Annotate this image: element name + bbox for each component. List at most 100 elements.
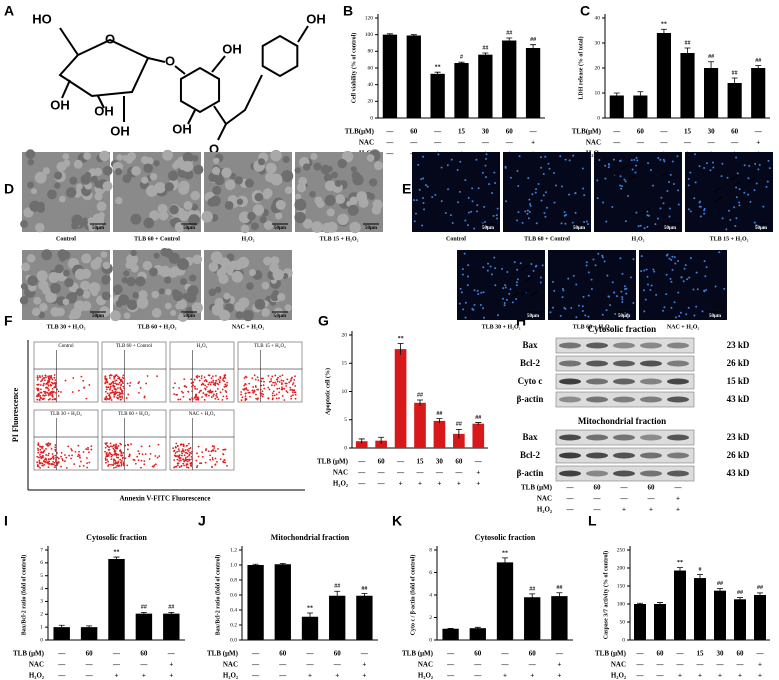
flow-event: [285, 390, 288, 393]
treatment-label: TLB(μM): [572, 128, 602, 136]
flow-event: [73, 463, 76, 466]
nucleus: [515, 284, 518, 287]
flow-event: [276, 378, 278, 381]
flow-event: [126, 448, 129, 451]
bar: [754, 595, 766, 640]
cell-texture: [110, 310, 121, 322]
nucleus: [657, 156, 660, 159]
error-bar: [637, 91, 644, 100]
flow-event: [50, 463, 53, 465]
nucleus: [464, 316, 467, 319]
treatment-cell: +: [437, 480, 441, 488]
nucleus: [476, 289, 479, 292]
nucleus: [621, 296, 624, 299]
flow-event: [200, 375, 203, 377]
nucleus: [729, 218, 732, 221]
flow-event: [223, 459, 226, 461]
cell-texture: [281, 170, 294, 183]
cell-texture: [62, 153, 70, 160]
flow-event: [182, 462, 185, 465]
flow-event: [71, 454, 73, 457]
error-bar: [252, 563, 259, 566]
treatment-cell: +: [622, 506, 626, 514]
nucleus: [646, 214, 649, 217]
nucleus: [665, 254, 668, 257]
flow-event: [42, 450, 45, 453]
micrograph: [503, 152, 591, 232]
flow-event: [225, 391, 228, 393]
cell-texture: [294, 198, 307, 211]
treatment-cell: —: [716, 661, 725, 669]
nucleus: [505, 298, 508, 301]
nucleus: [605, 220, 608, 223]
flow-event: [152, 465, 155, 468]
flow-event: [107, 453, 110, 456]
treatment-cell: —: [620, 484, 629, 492]
micrograph-caption: TLB 60 + H₂O₂: [138, 324, 177, 330]
micrograph-caption: Control: [56, 236, 76, 242]
flow-event: [214, 384, 217, 387]
treatment-cell: +: [476, 480, 480, 488]
flow-event: [39, 396, 42, 399]
nucleus: [607, 163, 610, 166]
nucleus: [735, 196, 738, 199]
flow-event: [114, 461, 117, 464]
flow-event: [257, 388, 259, 391]
flow-event: [41, 456, 44, 459]
nucleus: [735, 156, 738, 159]
flow-event: [80, 375, 83, 378]
cell-texture: [27, 181, 34, 189]
y-tick-label: 20: [368, 99, 374, 105]
treatment-label: H₂O₂: [537, 506, 552, 514]
cell-texture: [208, 262, 219, 272]
flow-event: [251, 377, 254, 379]
nucleus: [413, 220, 416, 223]
error-bar: [386, 33, 393, 36]
flow-event: [184, 459, 187, 461]
flow-event: [191, 458, 193, 461]
flow-event: [127, 444, 130, 446]
flow-event: [51, 398, 54, 401]
cell-texture: [187, 285, 199, 297]
flow-event: [290, 378, 293, 380]
bar: [406, 35, 421, 118]
flow-event: [36, 398, 39, 401]
flow-event: [104, 382, 107, 385]
flow-event: [56, 388, 59, 391]
flow-event: [174, 446, 177, 449]
flow-event: [40, 451, 43, 454]
flow-event: [110, 382, 113, 384]
nucleus: [659, 158, 662, 161]
treatment-cell: 60: [594, 484, 602, 492]
atom-label: OH: [110, 123, 130, 138]
flow-event: [187, 466, 190, 469]
nucleus: [705, 266, 708, 269]
nucleus: [660, 196, 663, 199]
flow-event: [57, 457, 60, 460]
scale-label: 50μm: [92, 226, 105, 231]
treatment-cell: —: [446, 672, 455, 680]
cell-texture: [168, 267, 179, 278]
nucleus: [669, 207, 672, 210]
flow-event: [46, 462, 49, 464]
error-bar: [113, 556, 120, 561]
cell-texture: [177, 258, 189, 271]
y-tick-label: 15: [342, 361, 348, 367]
flow-event: [104, 450, 106, 453]
flow-event: [203, 398, 206, 401]
y-axis-label: Bax/Bcl-2 ratio (fold of control): [20, 555, 27, 636]
flow-event: [116, 464, 119, 467]
flow-event: [146, 375, 149, 377]
nucleus: [583, 221, 586, 224]
flow-event: [108, 394, 111, 396]
error-bar: [358, 438, 365, 444]
error-bar: [361, 593, 368, 598]
flow-event: [45, 386, 48, 389]
flow-event: [219, 391, 222, 394]
treatment-cell: 30: [708, 128, 716, 136]
flow-event: [122, 456, 124, 459]
significance-mark: ##: [361, 586, 367, 592]
nucleus: [626, 312, 629, 315]
flow-event: [111, 389, 114, 392]
treatment-cell: 15: [417, 458, 425, 466]
